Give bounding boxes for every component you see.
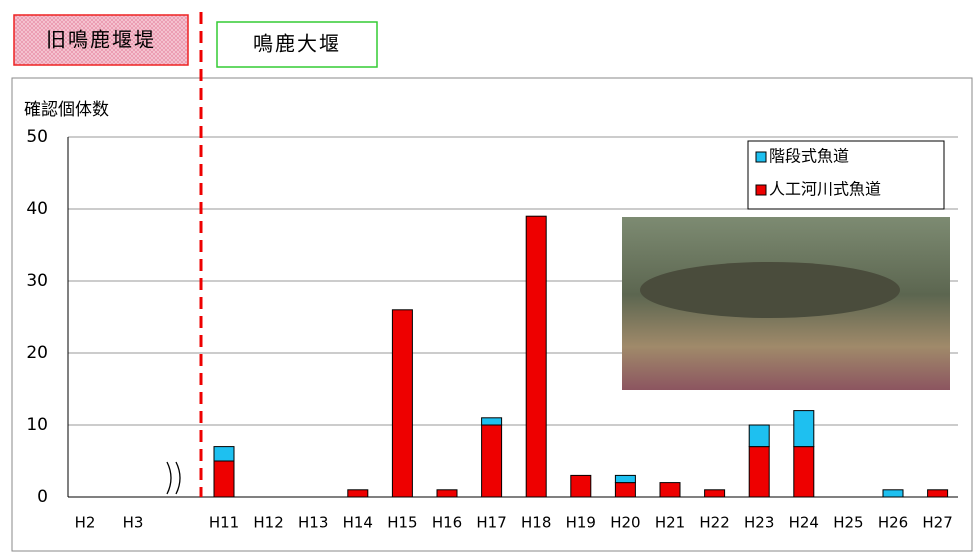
bar-segment (659, 482, 681, 498)
y-tick-label: 50 (26, 127, 48, 147)
x-tick-label: H18 (521, 514, 551, 532)
new-weir-box (216, 21, 378, 68)
old-weir-label: 旧鳴鹿堰堤 (46, 28, 156, 52)
bar-segment (704, 489, 726, 498)
x-tick-label: H26 (878, 514, 908, 532)
y-tick-label: 0 (37, 487, 48, 507)
legend-swatch (755, 184, 767, 196)
x-tick-label: H12 (253, 514, 283, 532)
x-tick-label: H3 (123, 514, 144, 532)
x-tick-label: H15 (387, 514, 417, 532)
new-weir-label: 鳴鹿大堰 (253, 32, 341, 56)
x-tick-label: H27 (922, 514, 952, 532)
bar-segment (927, 489, 949, 498)
bar-segment (614, 482, 636, 498)
bar-segment (213, 446, 235, 462)
x-tick-label: H16 (432, 514, 462, 532)
frame (11, 77, 973, 552)
bar-segment (882, 489, 904, 498)
x-tick-label: H17 (476, 514, 506, 532)
legend-label: 階段式魚道 (769, 147, 849, 166)
old-weir-box (13, 14, 189, 66)
x-tick-label: H24 (789, 514, 819, 532)
x-tick-label: H23 (744, 514, 774, 532)
bar-segment (614, 474, 636, 484)
bar-segment (748, 446, 770, 498)
axis-break (166, 461, 181, 495)
y-tick-label: 40 (26, 199, 48, 219)
x-tick-label: H14 (343, 514, 373, 532)
x-tick-label: H20 (610, 514, 640, 532)
bar-segment (213, 460, 235, 498)
bar-segment (481, 417, 503, 426)
bar-segment (391, 309, 413, 498)
y-tick-label: 20 (26, 343, 48, 363)
bar-segment (436, 489, 458, 498)
x-tick-label: H21 (655, 514, 685, 532)
y-tick-label: 10 (26, 415, 48, 435)
legend-label: 人工河川式魚道 (769, 180, 881, 199)
legend (747, 140, 945, 210)
bar-segment (525, 215, 547, 498)
x-tick-label: H19 (566, 514, 596, 532)
y-axis-label: 確認個体数 (24, 100, 109, 120)
legend-swatch (755, 151, 767, 163)
bar-segment (793, 446, 815, 498)
bar-segment (347, 489, 369, 498)
x-tick-label: H13 (298, 514, 328, 532)
bar-segment (793, 410, 815, 448)
x-tick-label: H25 (833, 514, 863, 532)
bar-segment (748, 424, 770, 448)
y-tick-label: 30 (26, 271, 48, 291)
bar-segment (481, 424, 503, 498)
bar-segment (570, 474, 592, 498)
x-tick-label: H2 (75, 514, 96, 532)
fish-shape (640, 262, 900, 318)
x-tick-label: H11 (209, 514, 239, 532)
x-tick-label: H22 (699, 514, 729, 532)
